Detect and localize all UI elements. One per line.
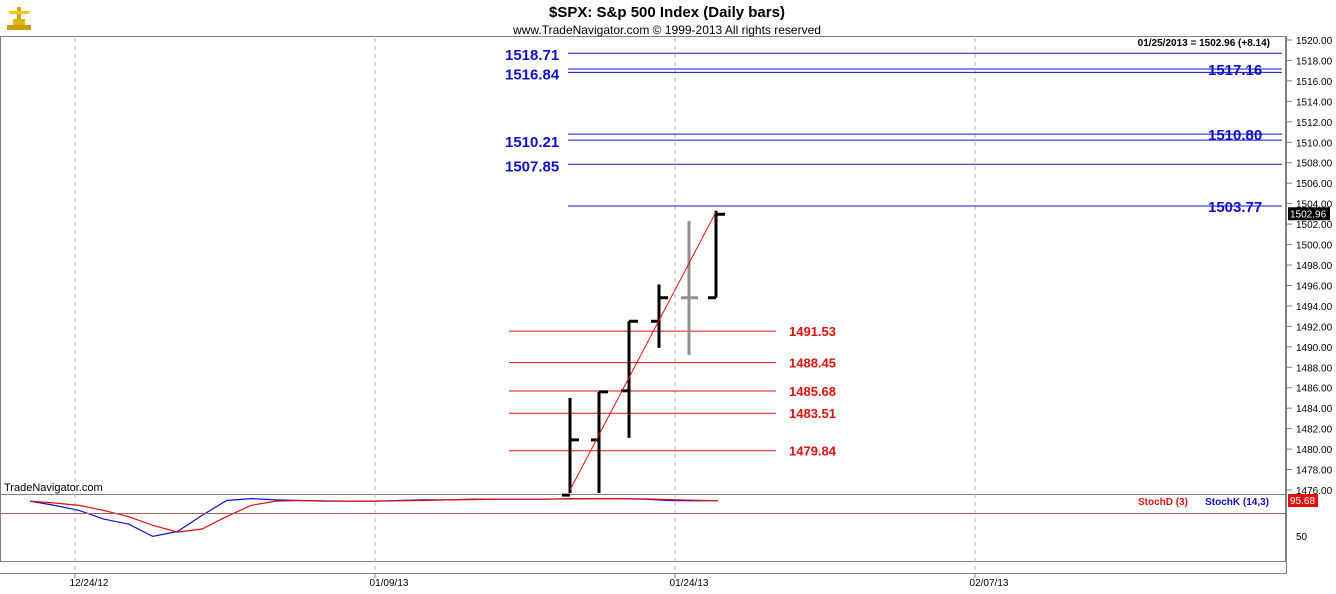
vertical-gridlines xyxy=(74,38,976,573)
y-tick-label: 1514.00 xyxy=(1296,97,1333,108)
blue-level-label: 1510.21 xyxy=(505,134,559,151)
ohlc-bar xyxy=(681,221,698,355)
stochastic-lines xyxy=(0,497,1286,538)
price-panel xyxy=(0,36,1286,495)
red-level-label: 1479.84 xyxy=(789,444,837,459)
blue-level-label: 1507.85 xyxy=(505,158,559,175)
y-tick-label: 1506.00 xyxy=(1296,179,1333,190)
y-tick-label: 1520.00 xyxy=(1296,36,1333,47)
y-tick-label: 1484.00 xyxy=(1296,404,1333,415)
blue-level-label: 1518.71 xyxy=(505,47,559,64)
legend-stochk: StochK (14,3) xyxy=(1205,497,1269,508)
red-level-label: 1491.53 xyxy=(789,324,836,339)
legend-stochd: StochD (3) xyxy=(1138,497,1188,508)
watermark: TradeNavigator.com xyxy=(4,482,103,494)
red-levels: 1491.53 1488.45 1485.68 1483.51 1479.84 xyxy=(509,324,837,459)
ohlc-bar xyxy=(708,210,725,300)
y-tick-label: 1492.00 xyxy=(1296,322,1333,333)
blue-level-label: 1516.84 xyxy=(505,66,560,83)
stochastic-panel xyxy=(0,494,1286,562)
y-tick-label: 1500.00 xyxy=(1296,241,1333,252)
red-level-label: 1483.51 xyxy=(789,406,836,421)
y-tick-label: 1512.00 xyxy=(1296,118,1333,129)
blue-level-label: 1517.16 xyxy=(1208,62,1262,79)
y-tick-label: 1508.00 xyxy=(1296,159,1333,170)
ohlc-bar xyxy=(591,390,608,493)
last-price-tag: 1502.96 xyxy=(1288,207,1330,221)
trendline xyxy=(569,211,717,491)
y-tick-label: 1504.00 xyxy=(1296,200,1333,211)
y-tick-label: 1510.00 xyxy=(1296,138,1333,149)
y-tick-label: 1494.00 xyxy=(1296,302,1333,313)
x-tick-label: 01/09/13 xyxy=(370,578,409,589)
y-tick-label: 1476.00 xyxy=(1296,486,1333,497)
y-tick-label: 1486.00 xyxy=(1296,384,1333,395)
x-tick-label: 02/07/13 xyxy=(970,578,1009,589)
y-tick-label: 1498.00 xyxy=(1296,261,1333,272)
y-tick-label: 1480.00 xyxy=(1296,445,1333,456)
y-tick-label: 1518.00 xyxy=(1296,56,1333,67)
stoch-value-tag xyxy=(1288,494,1318,507)
y-axis-ticks: 1476.00 1478.00 1480.00 1482.00 1484.00 1486.… xyxy=(1286,36,1333,497)
x-axis-labels: 12/24/12 01/09/13 01/24/13 02/07/13 xyxy=(70,573,1009,589)
blue-levels: 1518.71 1516.84 1517.16 1510.21 1510.80 1507.… xyxy=(505,47,1282,216)
trendline-segment xyxy=(569,211,717,491)
stoch-series-d xyxy=(29,498,719,533)
ohlc-bar xyxy=(651,284,668,348)
red-level-label: 1488.45 xyxy=(789,356,836,371)
x-tick-label: 12/24/12 xyxy=(70,578,109,589)
trade-navigator-logo xyxy=(4,3,34,33)
ohlc-bars xyxy=(562,210,725,497)
y-tick-label: 1490.00 xyxy=(1296,343,1333,354)
stoch-value-label: 95.68 xyxy=(1290,496,1315,507)
last-price-label: 1502.96 xyxy=(1290,209,1327,220)
y-tick-label: 1516.00 xyxy=(1296,77,1333,88)
red-level-label: 1485.68 xyxy=(789,384,836,399)
y-tick-label: 1502.00 xyxy=(1296,220,1333,231)
ohlc-bar xyxy=(562,397,579,497)
last-quote: 01/25/2013 = 1502.96 (+8.14) xyxy=(1138,38,1270,49)
chart-subtitle: www.TradeNavigator.com © 1999-2013 All r… xyxy=(512,23,821,37)
chart-title: $SPX: S&p 500 Index (Daily bars) xyxy=(549,4,785,21)
stoch-tick-50: 50 xyxy=(1296,532,1308,543)
x-tick-label: 01/24/13 xyxy=(670,578,709,589)
y-tick-label: 1496.00 xyxy=(1296,281,1333,292)
blue-level-label: 1503.77 xyxy=(1208,199,1262,216)
blue-level-label: 1510.80 xyxy=(1208,127,1262,144)
y-tick-label: 1488.00 xyxy=(1296,363,1333,374)
y-tick-label: 1482.00 xyxy=(1296,425,1333,436)
y-tick-label: 1478.00 xyxy=(1296,466,1333,477)
